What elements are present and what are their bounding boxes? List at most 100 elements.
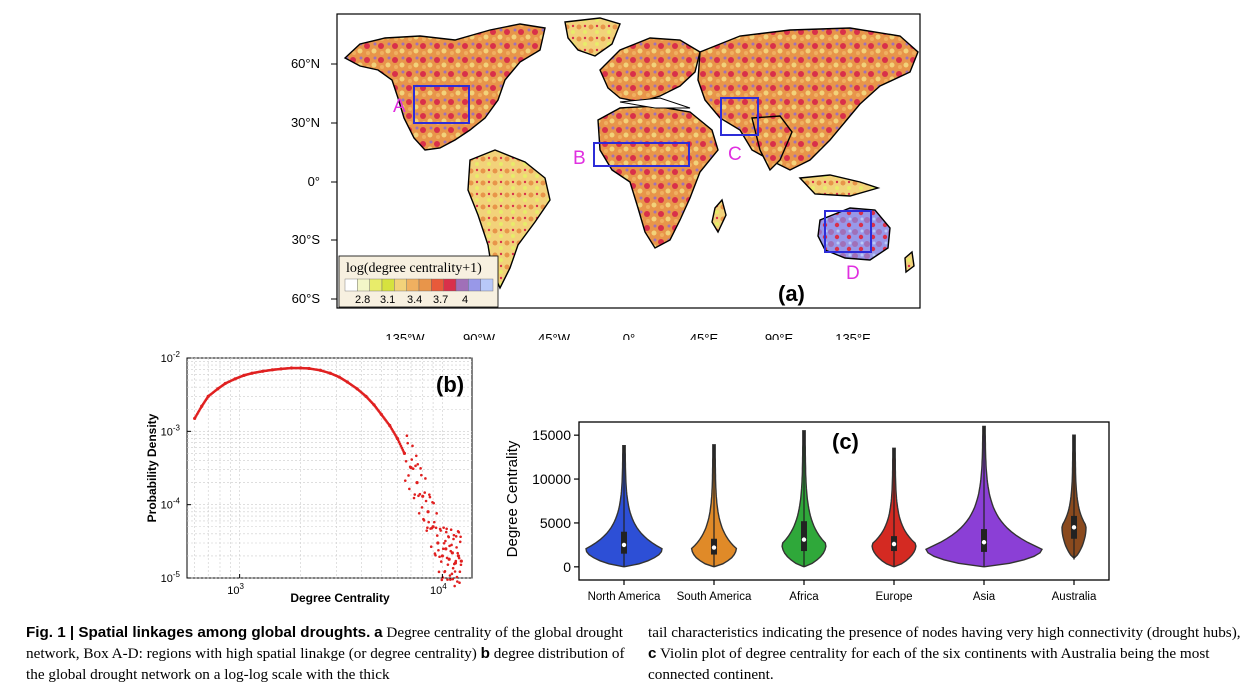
colorbar-swatch [344,278,358,292]
x-tick-labels-c: North America South America Africa Europe As… [588,580,1097,602]
y-tick-label: 10-3 [161,423,181,438]
panel-a-map: 60°N 30°N 0° 30°S 60°S 135°W 90°W 45°W 0… [291,13,921,340]
data-point [450,572,454,576]
data-point [432,501,435,505]
data-point [411,444,414,448]
y-tick-label: 10-4 [161,497,181,512]
data-point [453,570,457,573]
violin-median [981,540,987,545]
region-labels: A B C D [393,96,860,284]
data-point [421,494,425,498]
lat-label: 0° [308,174,320,189]
data-point [459,535,462,539]
data-point [452,537,455,541]
data-point [428,495,432,499]
colorbar-swatch [394,278,407,292]
violin-median [891,541,897,547]
caption-fig-label: Fig. 1 | Spatial linkages among global d… [26,624,371,641]
data-point [453,584,456,588]
data-point [428,493,431,496]
colorbar-swatch [381,278,395,292]
data-point [406,441,410,445]
data-point [452,533,456,537]
data-point [444,547,448,551]
caption-right: tail characteristics indicating the pres… [648,622,1252,686]
data-point [435,534,439,537]
panel-b-chart: 10-2 10-3 10-4 10-5 103 104 Degree Centralit… [145,350,473,605]
colorbar-swatches [344,278,494,292]
data-point [426,526,429,530]
panel-b-label: (b) [436,372,464,397]
colorbar-swatch [357,278,370,292]
x-tick-label: Australia [1052,591,1097,602]
data-point [435,512,438,515]
data-point [434,526,438,530]
data-point [457,530,461,534]
colorbar-tick: 3.1 [380,294,395,306]
data-point [437,548,440,552]
data-point [427,520,430,524]
data-point [408,487,411,491]
lat-label: 60°N [291,56,320,71]
continent-south-america [467,149,551,290]
region-label-b: B [573,148,586,169]
mediterranean [619,97,691,109]
y-tick-labels-b: 10-2 10-3 10-4 10-5 [161,350,191,585]
lat-label: 30°N [291,115,320,130]
data-point [439,560,443,563]
continent-madagascar [711,198,727,234]
colorbar-swatch [468,278,481,292]
data-point [449,528,453,532]
data-point [413,493,417,496]
data-point [445,527,448,531]
colorbar-swatch [431,278,444,292]
x-tick-label: Europe [875,591,912,602]
data-point [458,570,462,574]
region-label-a: A [393,96,406,117]
caption-c-label: c [648,645,657,663]
region-label-d: D [846,263,860,284]
data-point [419,467,422,470]
region-box-b [593,142,690,167]
data-point [446,563,450,566]
data-point [450,543,453,547]
violin-box [801,521,807,552]
violin-median [1071,525,1077,530]
lat-label: 60°S [292,291,321,306]
colorbar-swatch [369,278,383,292]
data-point [457,556,461,560]
caption-b-text: degree distribution of the global drough… [26,645,625,684]
data-point [458,540,462,544]
lon-label: 90°E [765,331,794,340]
data-point [414,464,417,468]
data-point [431,525,435,529]
data-point [436,541,440,545]
caption-b-label: b [480,645,490,663]
colorbar-tick: 3.4 [407,294,422,306]
data-point [458,581,461,585]
data-point [441,547,445,551]
data-point [423,491,427,494]
data-point [404,459,408,463]
violin-median [621,542,627,548]
lon-label: 90°W [463,331,496,340]
data-point [420,506,424,509]
y-tick-label: 10000 [532,471,571,487]
colorbar-swatch [443,278,457,292]
data-point [456,551,459,555]
data-point [422,519,426,522]
data-point [442,541,446,545]
region-boxes [413,85,872,253]
lon-label: 135°E [835,331,871,340]
region-label-c: C [728,144,742,165]
continent-europe [599,37,701,103]
colorbar-legend: log(degree centrality+1) 2.8 3.1 3.4 3.7… [338,255,499,308]
region-box-a [413,85,470,124]
data-point [432,520,436,524]
data-point [443,569,447,573]
lat-label: 30°S [292,232,321,247]
continent-greenland [564,17,621,57]
data-point [409,466,413,470]
caption-a-label: a [374,624,383,641]
region-box-c [720,97,759,136]
